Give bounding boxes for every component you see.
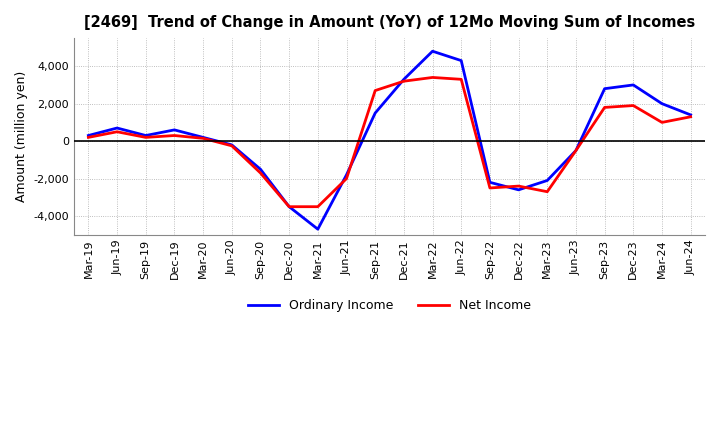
Net Income <box>371 88 379 93</box>
Net Income <box>400 79 408 84</box>
Ordinary Income <box>285 204 294 209</box>
Net Income <box>256 170 265 176</box>
Net Income <box>485 185 494 191</box>
Ordinary Income <box>313 227 322 232</box>
Net Income <box>600 105 609 110</box>
Ordinary Income <box>428 48 437 54</box>
Net Income <box>686 114 695 119</box>
Net Income <box>572 148 580 153</box>
Line: Ordinary Income: Ordinary Income <box>89 51 690 229</box>
Net Income <box>342 176 351 181</box>
Net Income <box>313 204 322 209</box>
Net Income <box>629 103 638 108</box>
Net Income <box>457 77 466 82</box>
Ordinary Income <box>113 125 122 131</box>
Ordinary Income <box>400 77 408 82</box>
Line: Net Income: Net Income <box>89 77 690 207</box>
Ordinary Income <box>84 133 93 138</box>
Y-axis label: Amount (million yen): Amount (million yen) <box>15 71 28 202</box>
Net Income <box>543 189 552 194</box>
Ordinary Income <box>572 148 580 153</box>
Net Income <box>113 129 122 134</box>
Ordinary Income <box>457 58 466 63</box>
Ordinary Income <box>371 110 379 116</box>
Ordinary Income <box>141 133 150 138</box>
Ordinary Income <box>199 135 207 140</box>
Ordinary Income <box>600 86 609 92</box>
Ordinary Income <box>514 187 523 192</box>
Net Income <box>228 143 236 148</box>
Net Income <box>285 204 294 209</box>
Net Income <box>170 133 179 138</box>
Ordinary Income <box>256 167 265 172</box>
Ordinary Income <box>657 101 666 106</box>
Net Income <box>141 135 150 140</box>
Ordinary Income <box>686 112 695 117</box>
Net Income <box>428 75 437 80</box>
Ordinary Income <box>342 172 351 177</box>
Net Income <box>514 183 523 189</box>
Ordinary Income <box>485 180 494 185</box>
Net Income <box>199 136 207 141</box>
Net Income <box>84 135 93 140</box>
Ordinary Income <box>629 82 638 88</box>
Legend: Ordinary Income, Net Income: Ordinary Income, Net Income <box>243 294 536 317</box>
Ordinary Income <box>543 178 552 183</box>
Net Income <box>657 120 666 125</box>
Ordinary Income <box>170 127 179 132</box>
Title: [2469]  Trend of Change in Amount (YoY) of 12Mo Moving Sum of Incomes: [2469] Trend of Change in Amount (YoY) o… <box>84 15 695 30</box>
Ordinary Income <box>228 142 236 147</box>
